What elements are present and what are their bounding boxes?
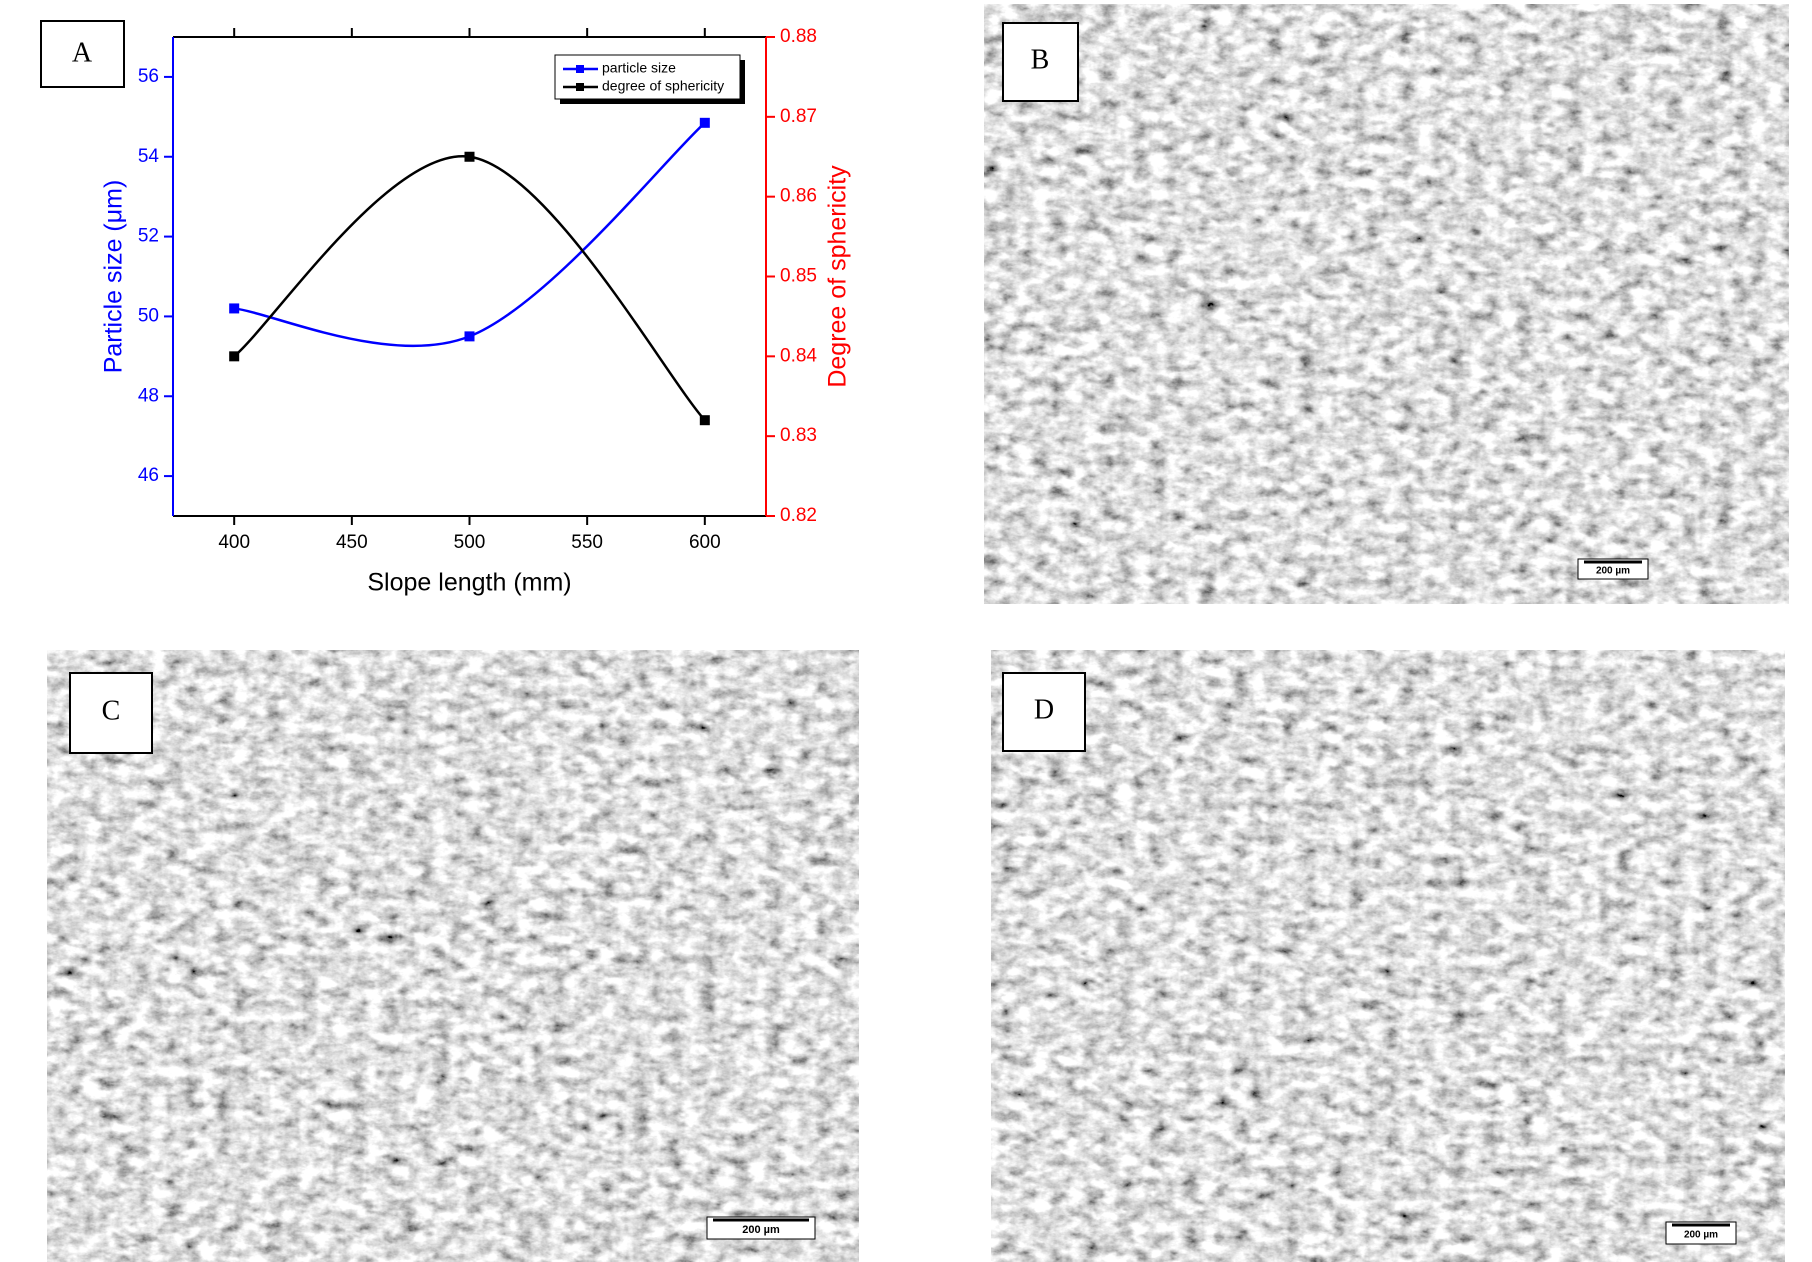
x-axis-title: Slope length (mm) — [367, 569, 571, 597]
micrograph-c — [47, 650, 859, 1262]
scale-bar: 200 µm — [1577, 558, 1649, 580]
scale-text: 200 µm — [1596, 566, 1630, 577]
label-text: B — [1031, 44, 1050, 75]
y-tick-label: 52 — [138, 226, 159, 247]
x-tick-label: 600 — [689, 532, 721, 553]
y2-tick-label: 0.88 — [780, 26, 817, 47]
label-text: A — [72, 37, 93, 68]
label-text: D — [1034, 694, 1054, 725]
marker — [464, 331, 475, 342]
y-tick-label: 54 — [138, 146, 160, 167]
x-tick-label: 450 — [336, 532, 368, 553]
y2-tick-label: 0.87 — [780, 106, 817, 127]
y-tick-label: 56 — [138, 66, 159, 87]
micrograph-b — [984, 4, 1789, 604]
panel-label: B — [1002, 22, 1079, 102]
y2-axis-title: Degree of sphericity — [824, 165, 852, 388]
marker — [229, 351, 240, 362]
panel-label: C — [69, 672, 153, 754]
series-line — [234, 121, 706, 347]
y2-tick-label: 0.82 — [780, 505, 817, 526]
scale-bar: 200 µm — [1665, 1221, 1737, 1245]
y-tick-label: 50 — [138, 305, 159, 326]
y-tick-label: 46 — [138, 465, 159, 486]
scale-bar: 200 µm — [706, 1216, 816, 1240]
scale-text: 200 µm — [1684, 1230, 1718, 1241]
y2-tick-label: 0.83 — [780, 425, 817, 446]
y-tick-label: 48 — [138, 385, 159, 406]
legend-label: degree of sphericity — [602, 78, 724, 94]
label-text: C — [102, 695, 121, 726]
x-tick-label: 550 — [571, 532, 603, 553]
marker — [464, 151, 475, 162]
panel-label: D — [1002, 672, 1086, 752]
y2-tick-label: 0.86 — [780, 186, 817, 207]
y-axis-title: Particle size (μm) — [100, 180, 128, 374]
marker — [699, 117, 710, 128]
scale-text: 200 µm — [742, 1224, 780, 1236]
marker — [229, 303, 240, 314]
marker — [699, 415, 710, 426]
x-tick-label: 400 — [218, 532, 250, 553]
legend-label: particle size — [602, 60, 676, 76]
legend-box — [554, 54, 741, 100]
y2-tick-label: 0.85 — [780, 266, 817, 287]
micrograph-d — [991, 650, 1785, 1262]
x-tick-label: 500 — [454, 532, 486, 553]
y2-tick-label: 0.84 — [780, 345, 817, 366]
legend-marker — [576, 83, 584, 91]
chart-a: 400 450 500 550 600 46 48 50 52 54 56 0.82 0.83 0.84 0… — [100, 26, 852, 597]
panel-label: A — [40, 20, 125, 88]
legend-marker — [576, 65, 584, 73]
